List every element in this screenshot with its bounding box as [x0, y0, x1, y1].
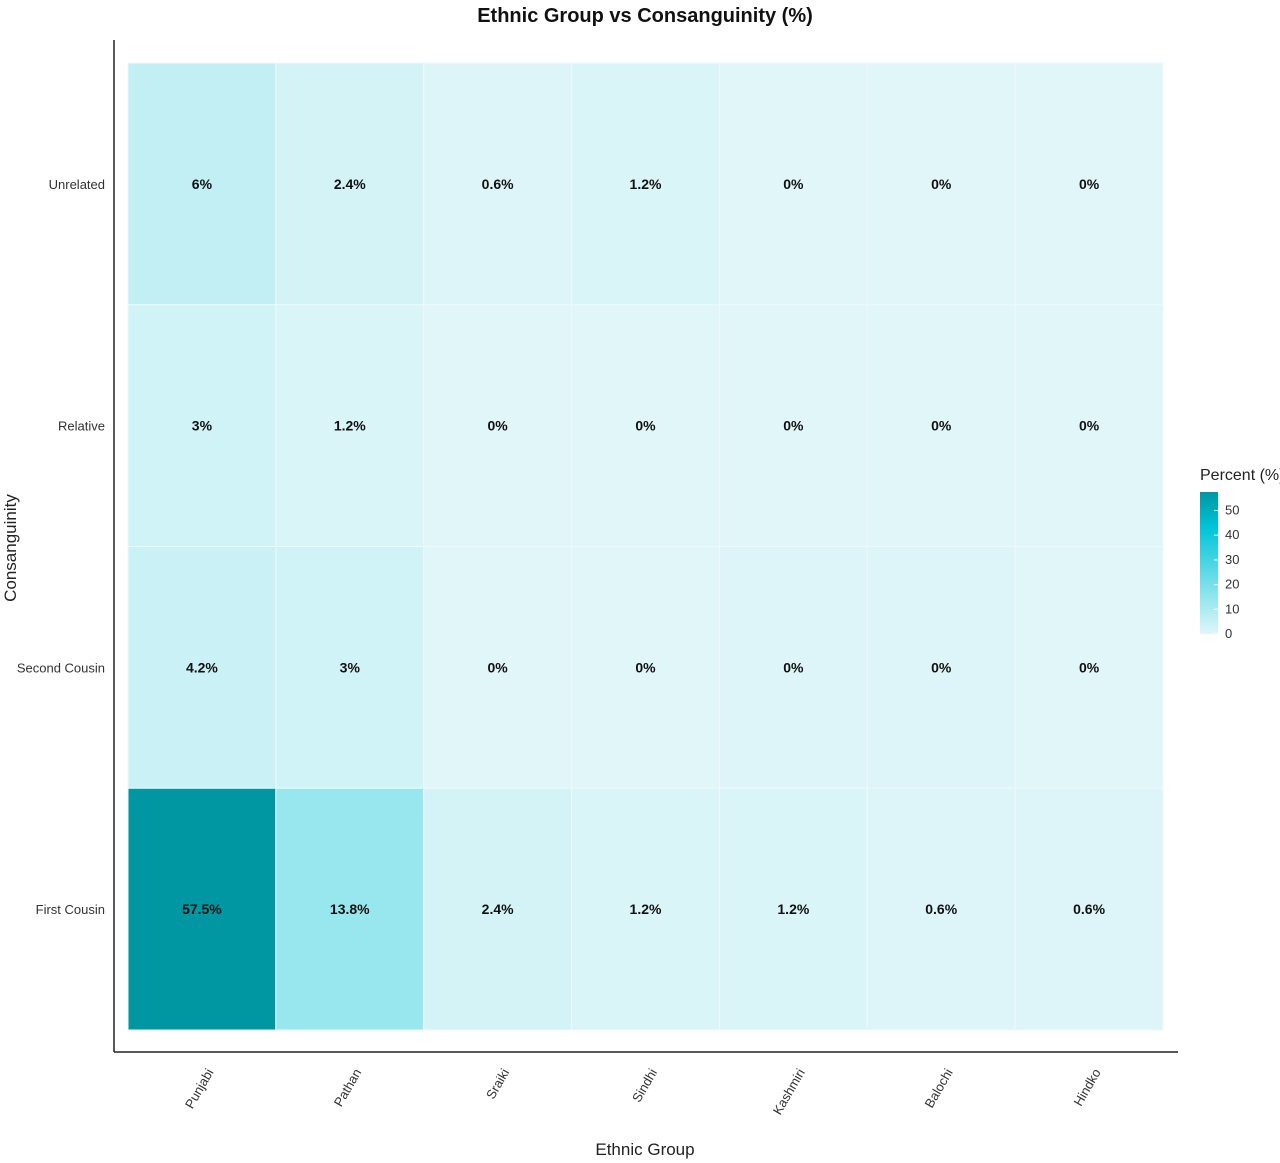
heatmap-cell [866, 787, 1016, 1031]
cell-value-label: 6% [192, 176, 213, 192]
heatmap-cell [718, 787, 868, 1031]
heatmap-cell [127, 304, 277, 547]
cell-value-label: 0% [488, 418, 509, 434]
x-axis-title: Ethnic Group [595, 1140, 694, 1159]
heatmap-cell [866, 304, 1016, 547]
x-tick-label: Pathan [331, 1066, 365, 1109]
cell-value-label: 0% [1079, 418, 1100, 434]
cell-value-label: 0.6% [482, 176, 514, 192]
heatmap-cell [718, 546, 868, 789]
heatmap-cell [1014, 62, 1164, 306]
legend-tick-label: 20 [1225, 577, 1239, 592]
cell-value-label: 4.2% [186, 659, 218, 675]
cell-value-label: 0.6% [1073, 901, 1105, 917]
y-axis-title: Consanguinity [1, 494, 20, 602]
heatmap-cell [423, 546, 573, 789]
y-tick-label: Unrelated [49, 177, 105, 192]
heatmap-cell [571, 62, 720, 306]
legend-title: Percent (%) [1200, 467, 1280, 484]
heatmap-cell [866, 546, 1016, 789]
cell-value-label: 0% [931, 176, 952, 192]
x-tick-label: Sraiki [483, 1066, 512, 1102]
heatmap-cell [571, 546, 720, 789]
heatmap-cell [866, 62, 1016, 306]
y-tick-label: Second Cousin [17, 660, 105, 675]
heatmap-cell [718, 304, 868, 547]
legend-color-bar [1200, 492, 1218, 634]
heatmap-cell [275, 787, 425, 1031]
cell-value-label: 1.2% [630, 176, 662, 192]
heatmap-cell [275, 546, 425, 789]
heatmap-cell [423, 304, 573, 547]
cell-value-label: 0% [783, 659, 804, 675]
legend-tick-label: 10 [1225, 601, 1239, 616]
cell-value-label: 1.2% [630, 901, 662, 917]
y-tick-label: First Cousin [36, 902, 105, 917]
heatmap-cell [275, 62, 425, 306]
heatmap-cell [571, 787, 720, 1031]
heatmap-cell [127, 546, 277, 789]
cell-value-label: 3% [192, 418, 213, 434]
cell-value-label: 0% [1079, 659, 1100, 675]
x-tick-label: Balochi [922, 1066, 956, 1111]
heatmap-cell [127, 787, 277, 1031]
legend-ticks: 0 10 20 30 40 50 [1214, 503, 1239, 641]
heatmap-cell [1014, 787, 1164, 1031]
cell-value-label: 0% [635, 418, 656, 434]
cell-value-label: 0% [783, 176, 804, 192]
cell-value-label: 0% [1079, 176, 1100, 192]
cell-value-label: 3% [340, 659, 361, 675]
y-tick-labels: Unrelated Relative Second Cousin First Cous… [17, 177, 105, 917]
cell-value-label: 57.5% [182, 901, 222, 917]
legend-tick-label: 40 [1225, 527, 1239, 542]
x-tick-label: Hindko [1070, 1066, 1103, 1109]
cell-value-label: 2.4% [482, 901, 514, 917]
axes [113, 40, 1178, 1053]
cell-value-label: 0% [635, 659, 656, 675]
heatmap-cell-labels: 6% 2.4% 0.6% 1.2% 0% 0% 0% 3% 1.2% 0% 0% 0% 0% 0% 4.2%… [182, 176, 1105, 917]
cell-value-label: 0.6% [925, 901, 957, 917]
heatmap-cells [127, 62, 1164, 1031]
cell-value-label: 2.4% [334, 176, 366, 192]
heatmap-cell [718, 62, 868, 306]
cell-value-label: 0% [931, 418, 952, 434]
legend-tick-label: 50 [1225, 503, 1239, 518]
legend-tick-label: 30 [1225, 552, 1239, 567]
heatmap-cell [423, 62, 573, 306]
cell-value-label: 1.2% [777, 901, 809, 917]
chart-title: Ethnic Group vs Consanguinity (%) [477, 5, 813, 27]
heatmap-cell [1014, 546, 1164, 789]
cell-value-label: 0% [931, 659, 952, 675]
legend-tick-label: 0 [1225, 626, 1232, 641]
heatmap-cell [127, 62, 277, 306]
x-tick-label: Sindhi [629, 1066, 660, 1105]
color-legend: Percent (%) 0 10 20 30 40 50 [1200, 467, 1280, 641]
x-tick-labels: Punjabi Pathan Sraiki Sindhi Kashmiri Balochi… [182, 1066, 1104, 1117]
cell-value-label: 13.8% [330, 901, 370, 917]
cell-value-label: 1.2% [334, 418, 366, 434]
cell-value-label: 0% [488, 659, 509, 675]
cell-value-label: 0% [783, 418, 804, 434]
x-tick-label: Punjabi [182, 1066, 217, 1111]
heatmap-cell [1014, 304, 1164, 547]
y-tick-label: Relative [58, 419, 105, 434]
x-tick-label: Kashmiri [770, 1066, 808, 1117]
